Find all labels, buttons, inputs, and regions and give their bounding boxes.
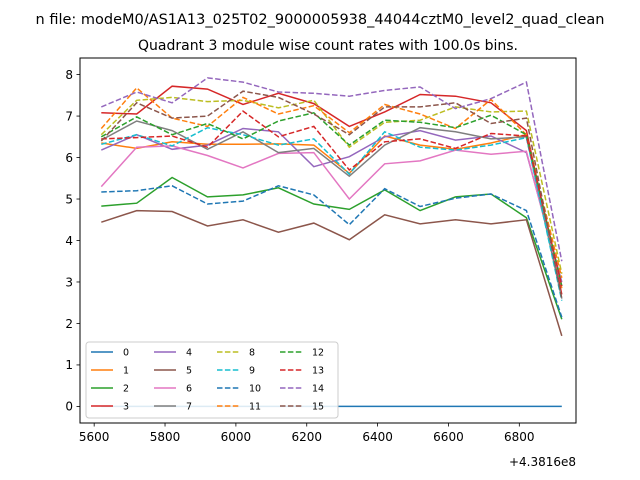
- series-line-14: [101, 77, 563, 262]
- y-tick-label: 5: [65, 192, 73, 206]
- x-tick-label: 6400: [362, 430, 393, 444]
- figure-suptitle: n file: modeM0/AS1A13_025T02_9000005938_…: [36, 12, 605, 28]
- plot-frame: [79, 57, 577, 424]
- legend-label-3: 3: [123, 402, 129, 413]
- x-axis: 5600 5800 6000 6200 6400 6600 6800: [79, 423, 535, 444]
- legend-label-11: 11: [249, 402, 261, 413]
- series-line-13: [101, 110, 563, 287]
- legend-label-8: 8: [249, 348, 255, 359]
- legend-label-1: 1: [123, 366, 129, 377]
- legend-label-4: 4: [186, 348, 192, 359]
- series-line-5: [101, 209, 563, 337]
- series-line-7: [100, 120, 563, 299]
- series-line-9: [101, 126, 563, 301]
- legend-label-14: 14: [312, 384, 324, 395]
- y-tick-label: 8: [65, 68, 73, 82]
- series-line-2: [101, 176, 563, 320]
- x-tick-label: 6000: [221, 430, 252, 444]
- series-line-15: [100, 90, 563, 299]
- series-line-11: [100, 86, 563, 278]
- legend-label-2: 2: [123, 384, 129, 395]
- legend-label-9: 9: [249, 366, 255, 377]
- x-tick-label: 6600: [433, 430, 464, 444]
- x-tick-label: 6800: [504, 430, 535, 444]
- legend-label-0: 0: [123, 348, 129, 359]
- y-tick-label: 7: [65, 109, 73, 123]
- y-tick-label: 2: [65, 317, 73, 331]
- legend-label-10: 10: [249, 384, 261, 395]
- legend-label-15: 15: [312, 402, 324, 413]
- legend-label-6: 6: [186, 384, 192, 395]
- x-offset-label: +4.3816e8: [509, 455, 576, 469]
- x-tick-label: 5800: [150, 430, 181, 444]
- y-tick-label: 0: [65, 400, 73, 414]
- legend-label-12: 12: [312, 348, 324, 359]
- legend-label-13: 13: [312, 366, 324, 377]
- series-line-6: [100, 145, 563, 287]
- y-axis: 0 1 2 3 4 5 6 7 8: [65, 68, 80, 414]
- legend-label-5: 5: [186, 366, 192, 377]
- series-line-3: [101, 85, 563, 295]
- y-tick-label: 6: [65, 151, 73, 165]
- series-layer: [100, 77, 563, 408]
- x-tick-label: 6200: [291, 430, 322, 444]
- y-tick-label: 4: [65, 234, 73, 248]
- legend-box: [85, 341, 339, 419]
- legend-label-7: 7: [186, 402, 192, 413]
- y-tick-label: 1: [65, 358, 73, 372]
- x-tick-label: 5600: [79, 430, 110, 444]
- chart-title: Quadrant 3 module wise count rates with …: [138, 38, 518, 54]
- y-tick-label: 3: [65, 275, 73, 289]
- series-line-12: [100, 111, 563, 287]
